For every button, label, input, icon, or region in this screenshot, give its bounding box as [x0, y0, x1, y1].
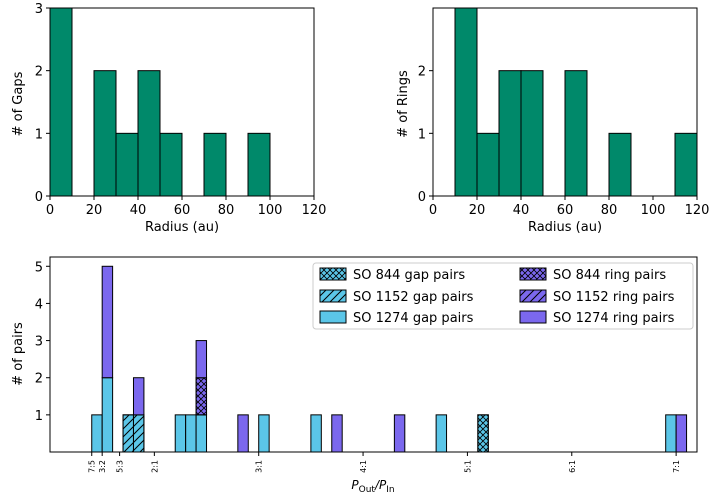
- rings-xtick-label: 0: [429, 203, 437, 218]
- pairs-ylabel: # of pairs: [11, 322, 26, 386]
- pairs-bar-hatch-so844_gap: [477, 414, 489, 453]
- rings-bar: [608, 132, 632, 197]
- gaps-xtick-label: 120: [302, 203, 327, 218]
- pairs-ytick-label: 3: [35, 335, 43, 350]
- gaps-xtick-label: 0: [46, 203, 54, 218]
- pairs-ytick-label: 2: [35, 372, 43, 387]
- pairs-xtick-label: 5:3: [116, 460, 125, 473]
- gaps-xlabel: Radius (au): [145, 220, 219, 235]
- gaps-bar: [49, 7, 73, 197]
- rings-ytick-label: 0: [418, 190, 426, 205]
- rings-ytick-label: 2: [418, 65, 426, 80]
- gaps-bar: [159, 132, 183, 197]
- pairs-xtick-label: 2:1: [150, 460, 159, 473]
- pairs-xtick-label: 3:1: [255, 460, 264, 473]
- rings-xtick-label: 40: [513, 203, 530, 218]
- rings-xtick-label: 60: [557, 203, 574, 218]
- rings-xtick-label: 100: [641, 203, 666, 218]
- pairs-bar-so1274_ring: [237, 414, 249, 453]
- pairs-ytick-label: 4: [35, 297, 43, 312]
- pairs-bar-so1274_ring: [101, 265, 114, 379]
- legend-label-so1274-ring: SO 1274 ring pairs: [553, 311, 675, 326]
- pairs-xtick-label: 6:1: [568, 460, 577, 473]
- legend-label-so844-ring: SO 844 ring pairs: [553, 268, 666, 283]
- legend-swatch-so1274-ring: [519, 310, 547, 324]
- pairs-bar-so1274_gap: [91, 414, 103, 453]
- pairs-bar-so1274_gap: [101, 377, 114, 453]
- pairs-bar-so1274_ring: [331, 414, 343, 453]
- rings-bar: [476, 132, 500, 197]
- legend-label-so1152-ring: SO 1152 ring pairs: [553, 290, 675, 305]
- pairs-bar-so1274_ring: [132, 377, 145, 416]
- gaps-ytick-label: 1: [35, 127, 43, 142]
- gaps-ylabel: # of Gaps: [11, 71, 26, 136]
- legend-frame: [312, 262, 694, 330]
- legend-swatch-hatch-so844_gap: [319, 267, 347, 281]
- gaps-ytick-label: 3: [35, 2, 43, 17]
- gaps-xtick-label: 60: [174, 203, 191, 218]
- legend-swatch-so1274-gap: [319, 310, 347, 324]
- legend-label-so1274-gap: SO 1274 gap pairs: [353, 311, 474, 326]
- rings-bar: [498, 70, 522, 197]
- gaps-ytick-label: 2: [35, 65, 43, 80]
- pairs-xlabel-p-in: /P: [374, 478, 387, 492]
- legend-label-so1152-gap: SO 1152 gap pairs: [353, 290, 474, 305]
- gaps-xtick-label: 40: [130, 203, 147, 218]
- rings-ytick-label: 1: [418, 127, 426, 142]
- pairs-legend: SO 844 gap pairs SO 1152 gap pairs SO 12…: [312, 262, 694, 330]
- pairs-ytick-label: 1: [35, 409, 43, 424]
- pairs-bar-so1274_gap: [185, 414, 197, 453]
- legend-swatch-hatch-so1152_ring: [519, 289, 547, 303]
- legend-swatch-hatch-so844_ring: [519, 267, 547, 281]
- rings-bar: [674, 132, 698, 197]
- pairs-bar-so1274_ring: [675, 414, 688, 453]
- gaps-bar: [247, 132, 271, 197]
- pairs-bar-so1274_gap: [665, 414, 677, 453]
- pairs-bar-so1274_gap: [310, 414, 322, 453]
- gaps-histogram: # of Gaps Radius (au) 0 20 40 60 80 100 120 0 1 2…: [11, 2, 326, 235]
- legend-label-so844-gap: SO 844 gap pairs: [353, 268, 465, 283]
- gaps-ytick-label: 0: [35, 190, 43, 205]
- gaps-xtick-label: 80: [218, 203, 235, 218]
- gaps-bar: [93, 70, 117, 197]
- pairs-xlabel-p-out: P: [351, 478, 359, 492]
- pairs-axes-frame: [49, 256, 698, 453]
- rings-bar: [564, 70, 588, 197]
- rings-xtick-label: 20: [469, 203, 486, 218]
- rings-ylabel: # of Rings: [396, 70, 411, 138]
- rings-xtick-label: 120: [685, 203, 710, 218]
- pairs-xtick-label: 3:2: [98, 460, 107, 473]
- pairs-xtick-label: 7:5: [88, 460, 97, 473]
- rings-bar: [520, 70, 544, 197]
- pairs-bar-so1274_ring: [393, 414, 406, 453]
- pairs-bar-hatch-so1152_gap: [132, 414, 145, 453]
- rings-xtick-label: 80: [601, 203, 618, 218]
- pairs-histogram: # of pairs POut/PIn 1 2 3 4 5 7:5 3:2 5:3 2:1 3:1…: [11, 256, 698, 495]
- gaps-bar: [203, 132, 227, 197]
- gaps-xtick-label: 20: [86, 203, 103, 218]
- pairs-bar-so1274_gap: [174, 414, 187, 453]
- pairs-xtick-label: 5:1: [463, 460, 472, 473]
- rings-bar: [454, 7, 478, 197]
- gaps-xtick-label: 100: [258, 203, 283, 218]
- pairs-xlabel-sub-out: Out: [359, 485, 376, 495]
- rings-xlabel: Radius (au): [528, 220, 602, 235]
- legend-swatch-hatch-so1152_gap: [319, 289, 347, 303]
- pairs-bar-so1274_ring: [195, 340, 208, 379]
- pairs-xlabel-sub-in: In: [386, 485, 394, 495]
- gaps-bar: [137, 70, 161, 197]
- pairs-xtick-label: 7:1: [672, 460, 681, 473]
- pairs-xlabel: POut/PIn: [351, 478, 394, 495]
- rings-histogram: # of Rings Radius (au) 0 20 40 60 80 100 120 0 1…: [396, 7, 710, 235]
- pairs-bar-so1274_gap: [195, 414, 208, 453]
- pairs-bar-so1274_gap: [435, 414, 448, 453]
- pairs-bar-hatch-so1152_gap: [122, 414, 134, 453]
- pairs-ytick-label: 5: [35, 260, 43, 275]
- pairs-xtick-label: 4:1: [359, 460, 368, 473]
- gaps-bar: [115, 132, 139, 197]
- pairs-bar-so1274_gap: [258, 414, 270, 453]
- pairs-bar-hatch-so844_ring: [195, 377, 208, 416]
